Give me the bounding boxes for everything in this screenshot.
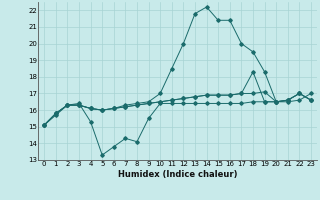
X-axis label: Humidex (Indice chaleur): Humidex (Indice chaleur) [118,170,237,179]
